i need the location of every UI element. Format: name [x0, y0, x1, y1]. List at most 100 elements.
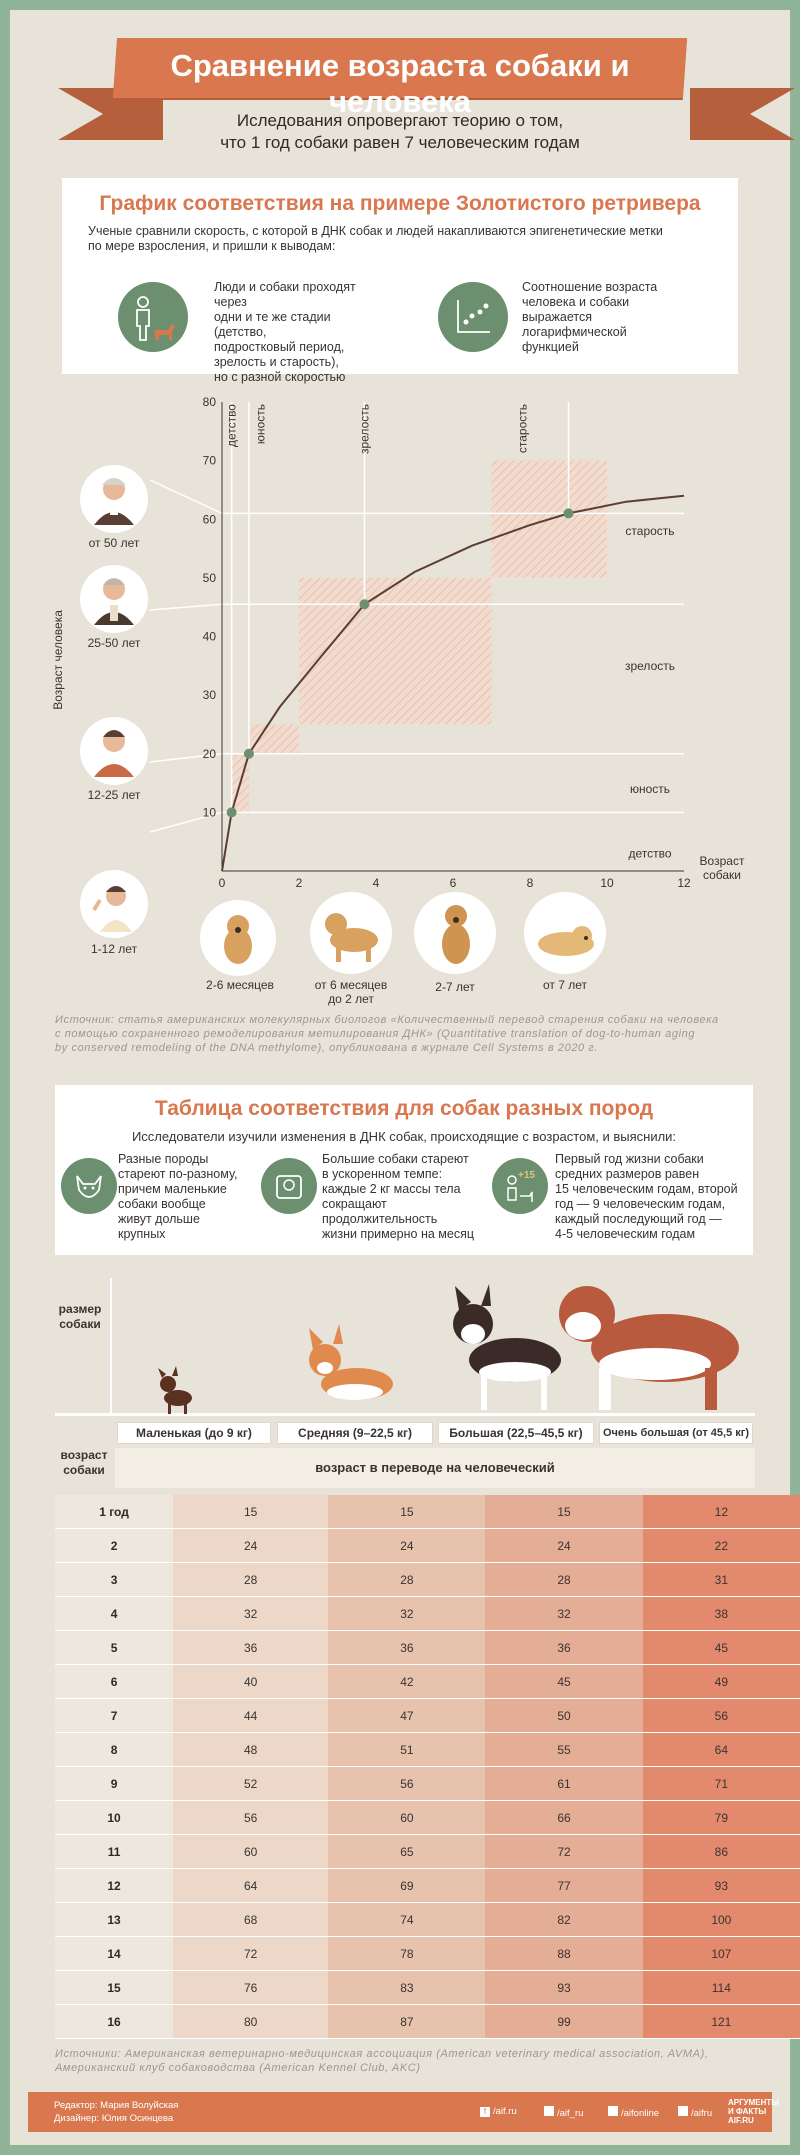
section2-card: Таблица соответствия для собак разных по…: [55, 1085, 753, 1255]
weight-scale-icon: [261, 1158, 317, 1214]
human-age-cell: 32: [328, 1596, 486, 1631]
facebook-icon: f: [480, 2107, 490, 2117]
table-subheader: возраст в переводе на человеческий: [115, 1448, 755, 1488]
human-age-label: 1-12 лет: [90, 942, 138, 956]
human-age-cell: 64: [642, 1732, 800, 1767]
avatar-adult-man: [80, 565, 148, 633]
human-age-cell: 28: [328, 1562, 486, 1597]
table-row: 10 56 60 66 79: [55, 1800, 800, 1835]
human-age-cell: 32: [485, 1596, 643, 1631]
human-age-cell: 107: [642, 1936, 800, 1971]
human-age-cell: 32: [173, 1596, 329, 1631]
row-age-cell: 16: [55, 2004, 174, 2039]
footer-link-vk[interactable]: /aifru: [678, 2106, 712, 2119]
chihuahua-illustration: [158, 1366, 192, 1414]
human-age-label: 25-50 лет: [87, 636, 141, 650]
table-row: 8 48 51 55 64: [55, 1732, 800, 1767]
y-tick-label: 40: [203, 630, 217, 644]
footer-link-twitter[interactable]: /aifonline: [608, 2106, 659, 2119]
human-age-cell: 15: [173, 1495, 329, 1529]
section2-intro: Исследователи изучили изменения в ДНК со…: [131, 1129, 677, 1144]
x-axis-title: Возраст: [700, 854, 745, 868]
human-age-cell: 69: [328, 1868, 486, 1903]
page-title: Сравнение возраста собаки и человека: [170, 48, 630, 119]
human-age-cell: 65: [328, 1834, 486, 1869]
section2-heading: Таблица соответствия для собак разных по…: [154, 1097, 654, 1120]
section2-fact2: Большие собаки стареют в ускоренном темпе…: [322, 1152, 475, 1241]
person-and-dog-icon: [118, 282, 188, 352]
data-point: [359, 599, 370, 610]
connector-line: [149, 603, 223, 611]
footer-link-ok[interactable]: /aif_ru: [544, 2106, 583, 2119]
y-tick-label: 70: [203, 454, 217, 468]
human-age-cell: 38: [642, 1596, 800, 1631]
human-stage-label: юность: [630, 782, 670, 796]
avatar-young-man: [80, 717, 148, 785]
breed-age-table: 1 год 15 15 15 12 2 24 24 24 22 3 28 28 28 31 4 32 32 32 38…: [55, 1495, 800, 2039]
human-age-cell: 36: [485, 1630, 643, 1665]
human-stage-label: зрелость: [625, 659, 675, 673]
odnoklassniki-icon: [544, 2106, 554, 2116]
source-note-2: Источники: Американская ветеринарно-меди…: [55, 2048, 709, 2074]
human-age-cell: 80: [173, 2004, 329, 2039]
row-age-cell: 14: [55, 1936, 174, 1971]
human-age-cell: 28: [485, 1562, 643, 1597]
human-age-cell: 86: [642, 1834, 800, 1869]
human-age-cell: 79: [642, 1800, 800, 1835]
human-age-label: от 50 лет: [88, 536, 140, 550]
section1-fact2: Соотношение возраста человека и собаки в…: [522, 280, 658, 354]
human-age-cell: 78: [328, 1936, 486, 1971]
human-age-cell: 114: [642, 1970, 800, 2005]
x-tick-label: 12: [677, 876, 691, 890]
table-size-label: размер собаки: [58, 1302, 102, 1331]
footer-link-facebook[interactable]: f/aif.ru: [480, 2106, 517, 2117]
human-age-cell: 24: [173, 1528, 329, 1563]
dog-stage-label: зрелость: [357, 404, 371, 454]
human-age-cell: 42: [328, 1664, 486, 1699]
section1-heading: График соответствия на примере Золотисто…: [99, 192, 701, 215]
age-curve: [221, 494, 685, 872]
row-age-cell: 6: [55, 1664, 174, 1699]
footer-designer: Дизайнер: Юлия Осинцева: [54, 2113, 174, 2124]
aif-logo[interactable]: АРГУМЕНТЫ И ФАКТЫ AIF.RU: [728, 2098, 780, 2125]
avatar-puppy: [200, 900, 276, 976]
human-age-cell: 83: [328, 1970, 486, 2005]
stage-block: [248, 724, 299, 754]
human-age-cell: 121: [642, 2004, 800, 2039]
human-age-cell: 93: [485, 1970, 643, 2005]
avatar-adult-dog: [414, 892, 496, 974]
human-age-cell: 24: [485, 1528, 643, 1563]
human-stage-label: детство: [628, 846, 671, 860]
data-point: [243, 748, 254, 759]
table-row: 5 36 36 36 45: [55, 1630, 800, 1665]
human-age-cell: 56: [173, 1800, 329, 1835]
human-age-cell: 100: [642, 1902, 800, 1937]
human-age-cell: 48: [173, 1732, 329, 1767]
y-tick-label: 60: [203, 512, 217, 526]
human-age-cell: 28: [173, 1562, 329, 1597]
page-subtitle: Иследования опровергают теорию о том, чт…: [220, 111, 580, 152]
x-tick-label: 2: [296, 876, 303, 890]
footer-editor: Редактор: Мария Волуйская: [54, 2100, 179, 2111]
human-age-cell: 40: [173, 1664, 329, 1699]
dog-plus-years-icon: +15: [492, 1158, 548, 1214]
husky-illustration: [453, 1284, 561, 1410]
dog-stage-label: детство: [225, 404, 239, 447]
age-chart: 0 2 4 6 8 10 12 10 20 30 40 50 60 70 80 Возраст человек…: [51, 395, 745, 890]
corgi-illustration: [309, 1324, 393, 1400]
banner-ribbon-right: [690, 88, 795, 140]
human-age-cell: 45: [485, 1664, 643, 1699]
avatar-young-dog: [310, 892, 392, 974]
human-age-cell: 52: [173, 1766, 329, 1801]
human-age-cell: 22: [642, 1528, 800, 1563]
row-age-cell: 15: [55, 1970, 174, 2005]
human-age-cell: 50: [485, 1698, 643, 1733]
table-divider: [55, 1413, 755, 1416]
column-header-medium: Средняя (9–22,5 кг): [277, 1422, 433, 1444]
human-stage-label: старость: [625, 524, 674, 538]
x-tick-label: 4: [373, 876, 380, 890]
row-age-cell: 2: [55, 1528, 174, 1563]
column-header-xlarge: Очень большая (от 45,5 кг): [599, 1422, 753, 1444]
dog-age-label: 2-6 месяцев: [206, 978, 274, 992]
row-age-cell: 5: [55, 1630, 174, 1665]
